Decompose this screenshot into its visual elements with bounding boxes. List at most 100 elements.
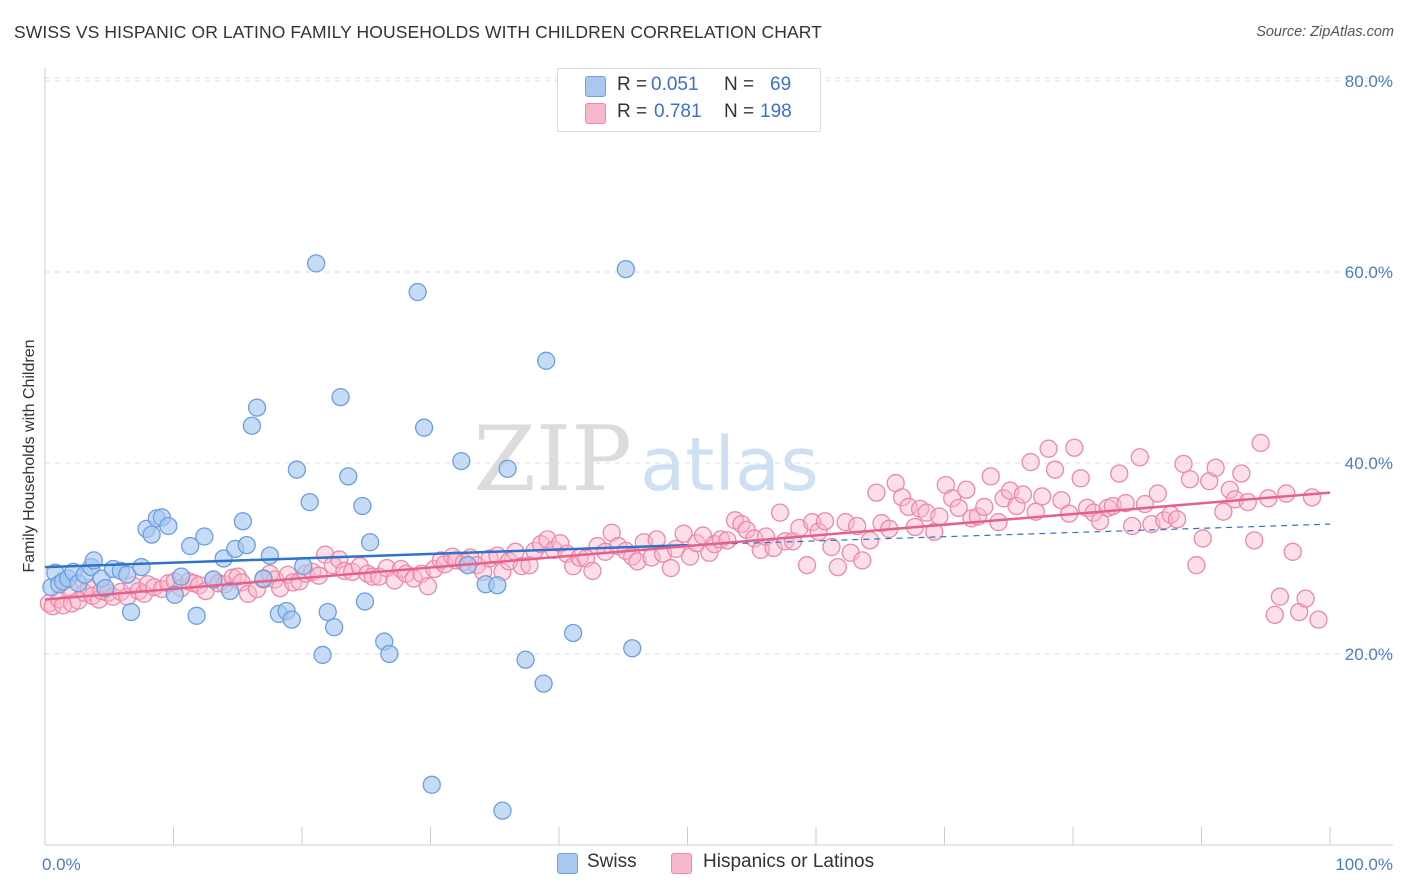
y-tick-label-60: 60.0% <box>1345 263 1393 282</box>
swiss-point <box>237 535 256 555</box>
hispanic-point <box>1277 484 1296 503</box>
hispanic-n-label: N = <box>724 101 755 122</box>
swiss-point <box>623 639 642 658</box>
tick-labels: 20.0% 40.0% 60.0% 80.0% 0.0% 100.0% <box>42 72 1393 874</box>
hispanic-point <box>1187 556 1206 575</box>
hispanic-point <box>583 561 602 581</box>
swiss-point <box>260 546 280 565</box>
hispanic-point <box>1283 542 1302 561</box>
stats-legend-row-hispanic: R = 0.781 N = 198 <box>558 101 820 127</box>
hispanic-point <box>1021 452 1040 472</box>
swiss-point <box>142 525 161 544</box>
swiss-point <box>563 623 583 643</box>
hispanic-point <box>435 555 454 574</box>
source-credit: Source: ZipAtlas.com <box>1256 24 1394 40</box>
hispanic-point <box>350 556 369 576</box>
legend-label-hispanic: Hispanics or Latinos <box>703 851 875 872</box>
swiss-n-label: N = <box>724 74 755 95</box>
hispanic-point <box>1238 493 1257 512</box>
swiss-r-value: 0.051 <box>651 74 699 95</box>
swiss-point <box>165 585 184 604</box>
y-tick-label-40: 40.0% <box>1345 454 1393 473</box>
swiss-point <box>187 606 206 625</box>
swiss-point <box>96 578 115 598</box>
swiss-point <box>159 516 178 536</box>
hispanic-point <box>822 537 841 557</box>
hispanic-point <box>867 483 886 502</box>
hispanic-point <box>551 534 570 553</box>
hispanic-point <box>860 531 880 550</box>
swiss-point <box>300 493 319 512</box>
swiss-point <box>306 254 326 273</box>
hispanic-point <box>847 516 867 536</box>
hispanic-point <box>628 552 647 571</box>
hispanic-point <box>1033 487 1052 506</box>
swiss-point <box>452 451 471 471</box>
hispanic-point <box>892 488 912 507</box>
swiss-point <box>172 567 191 586</box>
stats-legend: R = 0.051 N = 69 R = 0.781 N = 198 <box>557 68 821 132</box>
swiss-point <box>318 602 337 622</box>
hispanic-point <box>520 556 539 575</box>
hispanic-point <box>836 513 855 532</box>
swiss-point <box>422 775 441 794</box>
hispanic-point <box>1039 439 1058 458</box>
hispanic-point <box>828 557 847 577</box>
hispanic-swatch <box>585 103 606 124</box>
swiss-point <box>355 592 375 611</box>
trend-lines <box>44 491 1331 601</box>
swiss-point <box>220 581 240 601</box>
swiss-point <box>324 618 344 637</box>
hispanic-point <box>1270 587 1290 606</box>
hispanic-point <box>330 550 349 569</box>
x-tick-label-min: 0.0% <box>42 855 81 874</box>
swiss-point <box>498 459 517 478</box>
hispanic-point <box>418 577 438 596</box>
swiss-r-label: R = <box>617 74 648 95</box>
hispanic-point <box>1265 605 1284 624</box>
hispanic-point <box>949 498 968 518</box>
hispanic-point <box>1045 460 1065 479</box>
swiss-n-value: 69 <box>770 74 792 95</box>
swiss-point <box>294 556 313 576</box>
legend-swatch-hispanic <box>671 853 692 874</box>
hispanic-point <box>1206 458 1225 477</box>
hispanic-point <box>1180 470 1200 489</box>
swiss-trend-extension <box>687 523 1331 546</box>
hispanic-point <box>1148 484 1167 503</box>
hispanic-point <box>981 467 1000 486</box>
hispanic-point <box>899 497 918 517</box>
swiss-point <box>488 576 507 595</box>
swiss-point <box>493 801 512 820</box>
watermark-zip: ZIP <box>473 407 632 512</box>
hispanic-point <box>989 513 1008 532</box>
hispanic-point <box>1193 529 1212 548</box>
swiss-point <box>233 512 253 531</box>
hispanic-point <box>732 514 751 534</box>
swiss-point <box>287 460 307 479</box>
y-tick-label-80: 80.0% <box>1345 72 1393 91</box>
swiss-point <box>331 387 350 407</box>
hispanic-point <box>512 556 531 576</box>
watermark: ZIP atlas <box>473 407 818 512</box>
hispanic-point <box>1065 438 1084 457</box>
hispanic-point <box>1013 485 1033 504</box>
hispanic-point <box>1122 516 1142 536</box>
hispanic-r-value: 0.781 <box>654 101 702 122</box>
hispanic-point <box>385 571 404 590</box>
hispanic-point <box>975 497 994 517</box>
swiss-point <box>313 645 332 665</box>
hispanic-point <box>134 584 154 603</box>
chart-title: SWISS VS HISPANIC OR LATINO FAMILY HOUSE… <box>14 22 822 42</box>
hispanic-point <box>1220 480 1239 499</box>
hispanic-point <box>1110 464 1129 483</box>
hispanic-point <box>1130 448 1149 467</box>
swiss-point <box>118 565 137 584</box>
hispanic-n-value: 198 <box>760 101 792 122</box>
hispanic-point <box>1116 493 1135 513</box>
stats-legend-row-swiss: R = 0.051 N = 69 <box>558 74 820 100</box>
watermark-atlas: atlas <box>640 422 819 508</box>
hispanic-point <box>1167 510 1187 529</box>
swiss-point <box>121 602 141 622</box>
